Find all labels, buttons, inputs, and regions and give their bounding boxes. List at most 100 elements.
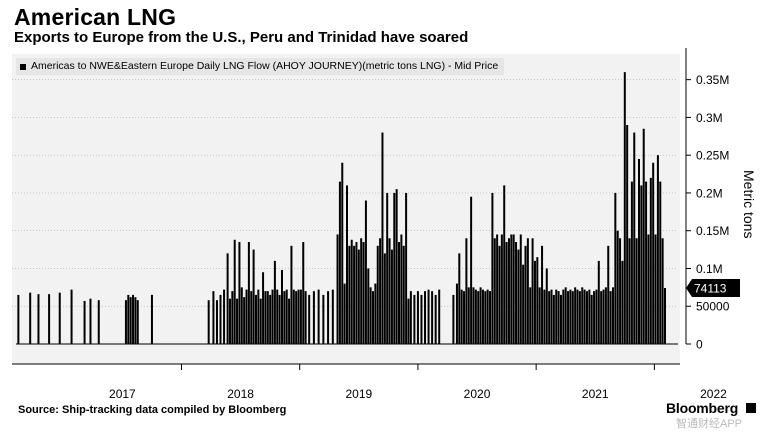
series-bar xyxy=(607,245,610,344)
series-bar xyxy=(500,234,503,344)
series-bar xyxy=(231,291,234,344)
series-bar xyxy=(266,291,269,344)
series-bar xyxy=(257,289,260,344)
bloomberg-mark-icon xyxy=(746,403,756,413)
series-bar xyxy=(308,294,311,344)
series-bar xyxy=(581,287,584,344)
series-bar xyxy=(250,291,253,344)
series-bar xyxy=(642,128,645,344)
series-bar xyxy=(322,294,325,344)
series-bar xyxy=(348,245,351,344)
series-bar xyxy=(226,253,229,344)
series-bar xyxy=(312,291,315,344)
series-bar xyxy=(626,124,629,344)
series-bar xyxy=(278,294,281,344)
series-bar xyxy=(29,292,32,344)
series-bars xyxy=(17,72,666,345)
series-bar xyxy=(136,300,139,344)
series-bar xyxy=(452,294,455,344)
series-bar xyxy=(393,192,396,344)
series-bar xyxy=(604,287,607,344)
x-tick-label: 2020 xyxy=(464,387,491,401)
series-bar xyxy=(460,289,463,344)
series-bar xyxy=(271,289,274,344)
series-bar xyxy=(364,200,367,344)
series-bar xyxy=(470,196,473,344)
series-bar xyxy=(416,291,419,344)
series-bar xyxy=(628,238,631,344)
series-bar xyxy=(465,238,468,344)
series-bar xyxy=(338,181,341,344)
series-bar xyxy=(652,162,655,344)
series-bar xyxy=(285,289,288,344)
chart-subtitle: Exports to Europe from the U.S., Peru an… xyxy=(14,29,469,46)
series-bar xyxy=(571,291,574,344)
x-tick-label: 2018 xyxy=(227,387,254,401)
series-bar xyxy=(97,300,100,344)
series-bar xyxy=(379,238,382,344)
series-bar xyxy=(576,289,579,344)
series-bar xyxy=(132,294,135,344)
gridlines xyxy=(12,79,678,307)
series-bar xyxy=(611,287,614,344)
series-bar xyxy=(463,291,466,344)
y-axis: 0 50000 0.1M 0.15M 0.2M 0.25M 0.3M 0.35M xyxy=(685,48,730,352)
series-bar xyxy=(362,242,365,344)
series-bar xyxy=(390,249,393,344)
series-bar xyxy=(538,287,541,344)
series-bar xyxy=(489,291,492,344)
series-bar xyxy=(420,294,423,344)
series-bar xyxy=(367,268,370,344)
series-bar xyxy=(398,242,401,344)
series-bar xyxy=(505,242,508,344)
series-bar xyxy=(519,234,522,344)
series-bar xyxy=(355,242,358,344)
series-bar xyxy=(336,234,339,344)
y-tick-label: 50000 xyxy=(696,300,730,314)
series-bar xyxy=(526,238,529,344)
series-bar xyxy=(555,289,558,344)
series-bar xyxy=(557,291,560,344)
series-bar xyxy=(455,283,458,344)
series-bar xyxy=(522,264,525,344)
series-bar xyxy=(640,185,643,344)
series-bar xyxy=(376,245,379,344)
x-axis: 2017 2018 2019 2020 2021 2022 xyxy=(12,363,727,401)
series-bar xyxy=(254,294,257,344)
series-bar xyxy=(413,294,416,344)
series-bar xyxy=(524,245,527,344)
series-bar xyxy=(381,132,384,344)
series-bar xyxy=(17,294,20,344)
series-bar xyxy=(400,234,403,344)
series-bar xyxy=(569,289,572,344)
series-bar xyxy=(585,291,588,344)
series-bar xyxy=(496,234,499,344)
series-bar xyxy=(228,298,231,344)
series-bar xyxy=(360,238,363,344)
series-bar xyxy=(58,292,61,344)
series-bar xyxy=(467,287,470,344)
series-bar xyxy=(562,289,565,344)
series-bar xyxy=(402,245,405,344)
series-bar xyxy=(545,268,548,344)
series-bar xyxy=(383,253,386,344)
series-bar xyxy=(623,72,626,345)
series-bar xyxy=(424,291,427,344)
series-bar xyxy=(541,245,544,344)
chart-legend: Americas to NWE&Eastern Europe Daily LNG… xyxy=(16,58,505,75)
series-bar xyxy=(304,291,307,344)
series-bar xyxy=(588,289,591,344)
series-bar xyxy=(247,242,250,344)
series-bar xyxy=(295,291,298,344)
series-bar xyxy=(243,297,246,344)
series-bar xyxy=(574,287,577,344)
series-bar xyxy=(331,289,334,344)
series-bar xyxy=(431,291,434,344)
series-bar xyxy=(372,291,375,344)
series-bar xyxy=(633,132,636,344)
series-bar xyxy=(663,288,666,344)
series-bar xyxy=(219,294,222,344)
series-bar xyxy=(346,185,348,344)
series-bar xyxy=(262,272,265,344)
